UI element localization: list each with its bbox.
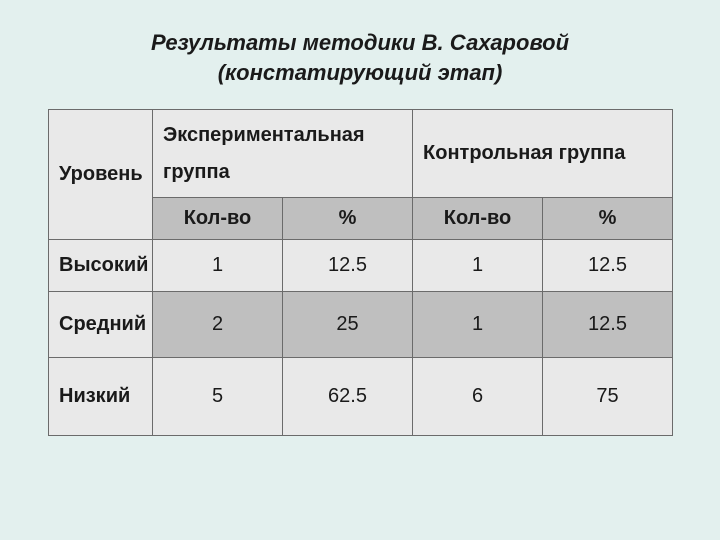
col-subheader-percent: % [283, 198, 413, 240]
cell-ctrl-count: 6 [413, 358, 543, 436]
col-subheader-count: Кол-во [413, 198, 543, 240]
title-line-2: (констатирующий этап) [218, 60, 503, 85]
col-subheader-percent: % [543, 198, 673, 240]
table-row: Средний225112.5 [49, 292, 673, 358]
cell-ctrl-percent: 12.5 [543, 240, 673, 292]
cell-exp-percent: 25 [283, 292, 413, 358]
results-table: Уровень Экспериментальная группа Контрол… [48, 109, 673, 436]
cell-exp-count: 5 [153, 358, 283, 436]
row-label: Средний [49, 292, 153, 358]
col-header-level: Уровень [49, 110, 153, 240]
cell-ctrl-percent: 12.5 [543, 292, 673, 358]
col-header-group-experimental: Экспериментальная группа [153, 110, 413, 198]
cell-ctrl-percent: 75 [543, 358, 673, 436]
col-header-group-control: Контрольная группа [413, 110, 673, 198]
cell-exp-percent: 62.5 [283, 358, 413, 436]
col-subheader-count: Кол-во [153, 198, 283, 240]
row-label: Высокий [49, 240, 153, 292]
table-row: Высокий112.5112.5 [49, 240, 673, 292]
cell-ctrl-count: 1 [413, 240, 543, 292]
slide-title: Результаты методики В. Сахаровой (конста… [48, 28, 672, 87]
table-row: Низкий562.5675 [49, 358, 673, 436]
slide: Результаты методики В. Сахаровой (конста… [0, 0, 720, 540]
title-line-1: Результаты методики В. Сахаровой [151, 30, 569, 55]
table-body: Высокий112.5112.5Средний225112.5Низкий56… [49, 240, 673, 436]
table-header-row-groups: Уровень Экспериментальная группа Контрол… [49, 110, 673, 198]
cell-exp-percent: 12.5 [283, 240, 413, 292]
cell-ctrl-count: 1 [413, 292, 543, 358]
cell-exp-count: 2 [153, 292, 283, 358]
row-label: Низкий [49, 358, 153, 436]
cell-exp-count: 1 [153, 240, 283, 292]
